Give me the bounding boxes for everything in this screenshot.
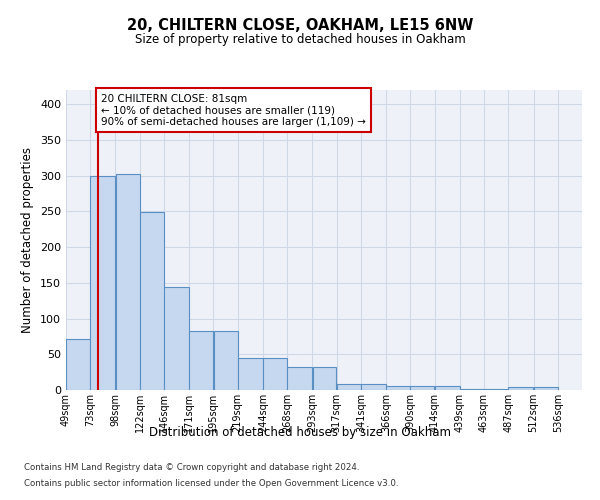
Text: 20 CHILTERN CLOSE: 81sqm
← 10% of detached houses are smaller (119)
90% of semi-: 20 CHILTERN CLOSE: 81sqm ← 10% of detach…	[101, 94, 366, 127]
Bar	[164, 287, 189, 390]
Bar	[484, 388, 508, 390]
Text: 20, CHILTERN CLOSE, OAKHAM, LE15 6NW: 20, CHILTERN CLOSE, OAKHAM, LE15 6NW	[127, 18, 473, 32]
Bar	[140, 212, 164, 390]
Bar	[91, 176, 115, 390]
Bar	[190, 330, 213, 390]
Text: Size of property relative to detached houses in Oakham: Size of property relative to detached ho…	[134, 32, 466, 46]
Bar	[238, 358, 263, 390]
Bar	[313, 367, 337, 390]
Bar	[66, 338, 90, 390]
Bar	[435, 386, 460, 390]
Bar	[460, 388, 484, 390]
Bar	[263, 358, 287, 390]
Bar	[214, 330, 238, 390]
Bar	[410, 386, 434, 390]
Bar	[116, 174, 140, 390]
Bar	[533, 387, 557, 390]
Bar	[337, 384, 361, 390]
Bar	[361, 384, 386, 390]
Text: Distribution of detached houses by size in Oakham: Distribution of detached houses by size …	[149, 426, 451, 439]
Y-axis label: Number of detached properties: Number of detached properties	[22, 147, 34, 333]
Text: Contains public sector information licensed under the Open Government Licence v3: Contains public sector information licen…	[24, 478, 398, 488]
Bar	[287, 367, 312, 390]
Bar	[386, 386, 410, 390]
Text: Contains HM Land Registry data © Crown copyright and database right 2024.: Contains HM Land Registry data © Crown c…	[24, 464, 359, 472]
Bar	[508, 387, 533, 390]
